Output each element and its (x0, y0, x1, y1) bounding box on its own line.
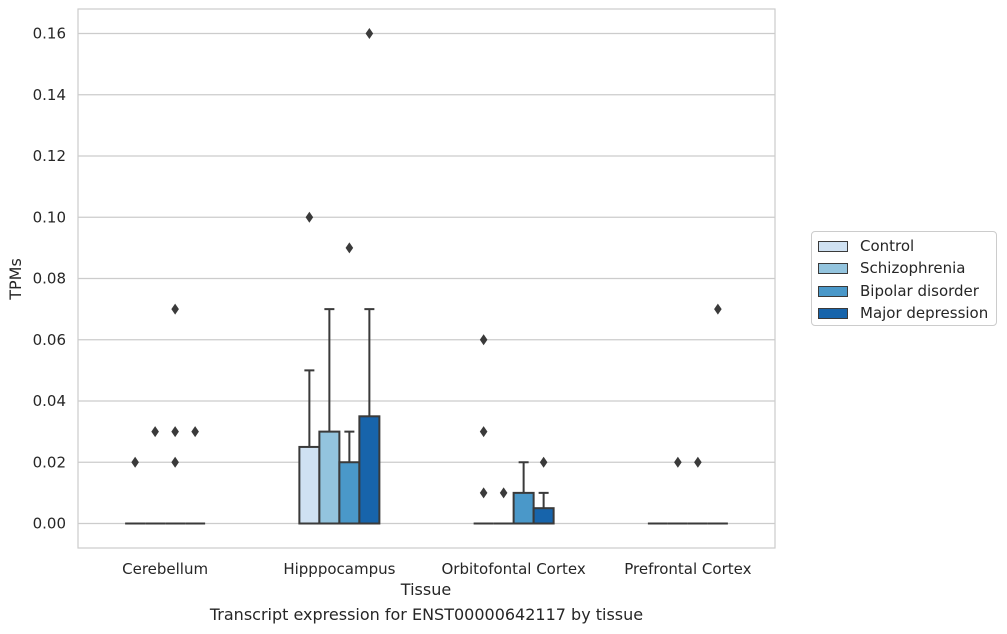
box-1-3 (667, 456, 688, 525)
box-3-0 (185, 426, 206, 525)
outlier-point (345, 242, 354, 254)
box-body (298, 445, 321, 525)
box-3-3 (707, 303, 728, 525)
legend-swatch-bipolar-disorder (818, 285, 848, 297)
y-tick-label: 0.02 (33, 453, 66, 471)
plot-frame (77, 8, 776, 549)
figure-caption: Transcript expression for ENST0000064211… (209, 605, 644, 624)
box-1-0 (145, 426, 166, 525)
box-body (338, 461, 361, 525)
x-tick-label: Prefrontal Cortex (624, 560, 751, 578)
legend-swatch-major-depression (818, 307, 848, 319)
y-tick-label: 0.08 (33, 270, 66, 288)
box-body (532, 507, 555, 525)
outlier-point (365, 28, 374, 39)
legend-item-major-depression: Major depression (818, 303, 988, 323)
x-tick-label: Orbitofontal Cortex (442, 560, 586, 578)
legend-swatch-schizophrenia (818, 262, 848, 274)
box-3-1 (358, 28, 381, 525)
legend-label: Schizophrenia (860, 259, 966, 277)
outlier-point (131, 456, 139, 468)
legend-label: Major depression (860, 304, 989, 322)
y-tick-label: 0.04 (33, 392, 66, 410)
box-1-1 (318, 308, 341, 525)
x-tick-label: Cerebellum (122, 560, 208, 578)
outlier-point (479, 487, 488, 499)
y-tick-label: 0.10 (33, 208, 66, 226)
outlier-point (499, 487, 508, 499)
outlier-point (171, 456, 179, 468)
y-tick-label: 0.00 (33, 515, 66, 533)
legend-item-control: Control (818, 236, 914, 256)
y-axis-label: TPMs (6, 258, 25, 301)
box-body (512, 491, 535, 525)
box-marks (125, 28, 728, 525)
outlier-point (191, 426, 199, 438)
grid-lines (78, 32, 775, 525)
outlier-point (479, 426, 488, 438)
legend-label: Control (860, 237, 915, 255)
outlier-point (539, 456, 548, 468)
box-1-2 (493, 487, 514, 525)
box-3-2 (532, 456, 555, 525)
box-0-2 (473, 334, 494, 525)
box-body (318, 430, 341, 525)
outlier-point (305, 211, 314, 223)
y-tick-label: 0.06 (33, 331, 66, 349)
legend: Control Schizophrenia Bipolar disorder M… (811, 231, 997, 326)
outlier-point (674, 456, 682, 468)
outlier-point (479, 334, 488, 346)
legend-label: Bipolar disorder (860, 282, 979, 300)
box-2-3 (687, 456, 708, 525)
y-tick-label: 0.12 (33, 147, 66, 165)
legend-item-schizophrenia: Schizophrenia (818, 258, 965, 278)
outlier-point (151, 426, 159, 438)
box-2-1 (338, 242, 361, 525)
box-2-0 (165, 303, 186, 525)
box-body (358, 415, 381, 525)
box-0-1 (298, 211, 321, 525)
y-tick-label: 0.16 (33, 25, 66, 43)
outlier-point (171, 426, 179, 438)
x-axis-label: Tissue (400, 580, 451, 599)
outlier-point (171, 303, 179, 315)
x-tick-label: Hipppocampus (283, 560, 395, 578)
outlier-point (714, 303, 722, 315)
box-2-2 (512, 461, 535, 525)
outlier-point (694, 456, 702, 468)
legend-swatch-control (818, 240, 848, 252)
legend-item-bipolar-disorder: Bipolar disorder (818, 281, 979, 301)
y-tick-label: 0.14 (33, 86, 66, 104)
box-0-0 (125, 456, 146, 525)
y-tick-labels: 0.00 0.02 0.04 0.06 0.08 0.10 0.12 0.14 0.16 (33, 25, 66, 533)
x-tick-labels: Cerebellum Hipppocampus Orbitofontal Corte… (122, 560, 751, 578)
